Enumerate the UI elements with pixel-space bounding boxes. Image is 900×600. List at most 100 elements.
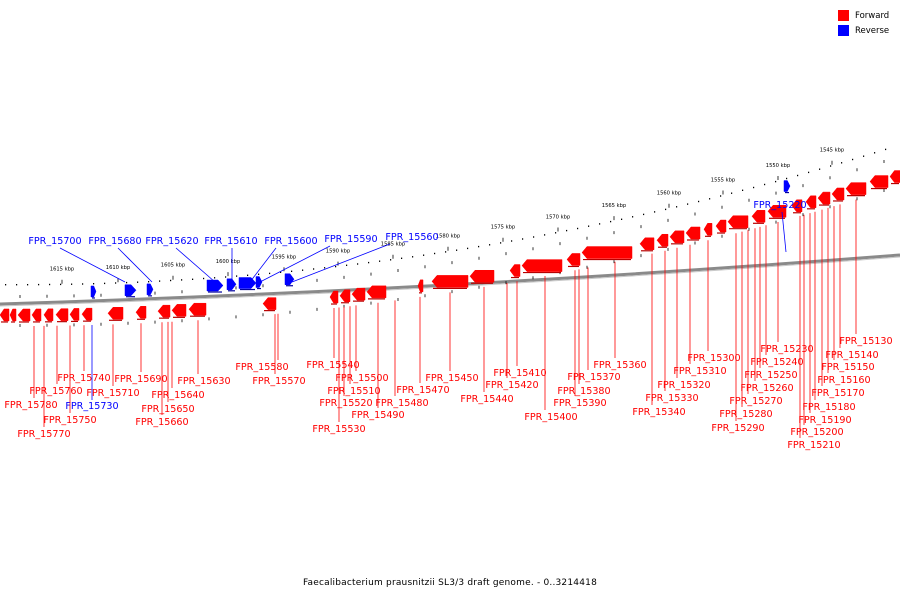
forward-gene [639,237,655,251]
gene-track [0,170,900,323]
scale-dot [786,177,788,180]
scale-tick-label: 1585 kbp [381,242,406,248]
forward-gene [417,279,424,293]
scale-tick-label: 1600 kbp [216,259,241,265]
scale-dot [511,240,513,242]
scale-dot [258,273,260,275]
forward-gene-label: FPR_15510 [327,386,380,397]
scale-dot [390,259,392,261]
forward-gene-label: FPR_15450 [425,373,478,384]
scale-dot [93,283,95,285]
scale-dot [577,227,579,230]
forward-gene-label: FPR_15630 [177,376,230,387]
forward-gene-label: FPR_15400 [524,412,577,423]
scale-tick-label: 1555 kbp [711,178,736,184]
forward-gene [31,308,42,322]
reverse-gene-label: FPR_15600 [264,236,317,247]
reverse-gene-label-leader [117,247,153,283]
forward-gene [431,275,469,288]
reverse-gene-label: FPR_15730 [65,401,118,412]
scale-dot [412,256,414,258]
scale-tick-label: 1575 kbp [491,225,516,231]
forward-gene-label: FPR_15300 [687,353,740,364]
forward-gene-label: FPR_15690 [114,374,167,385]
forward-legend-label: Forward [855,10,890,21]
forward-gene-label: FPR_15380 [557,386,610,397]
scale-dot [346,264,348,266]
scale-dot [533,236,535,238]
reverse-gene-label-leader [291,243,391,283]
scale-dot [753,186,755,189]
forward-gene-label: FPR_15230 [760,344,813,355]
forward-gene-label: FPR_15750 [43,415,96,426]
figure-caption: Faecalibacterium prausnitzii SL3/3 draft… [302,578,597,588]
forward-gene [351,287,366,301]
forward-gene [0,308,10,322]
reverse-gene-label: FPR_15680 [88,236,141,247]
forward-gene [69,308,80,321]
scale-dot [830,165,832,167]
scale-dot [225,276,227,278]
forward-gene [157,304,171,318]
forward-gene [715,219,727,233]
scale-dot [709,198,711,200]
scale-dot [434,252,436,255]
forward-gene [329,290,339,304]
forward-gene [81,307,93,321]
scale-dot [610,220,612,223]
scale-dot [797,174,799,177]
forward-gene-label: FPR_15770 [17,429,70,440]
scale-dot [203,277,205,280]
scale-tick-label: 1545 kbp [820,148,845,154]
forward-gene-label: FPR_15760 [29,386,82,397]
scale-dot [819,168,821,170]
scale-tick-label: 1610 kbp [106,265,131,271]
scale-tick-label: 1565 kbp [602,203,627,209]
forward-gene [566,253,581,266]
forward-gene-label: FPR_15150 [821,362,874,373]
scale-dot [60,283,62,286]
reverse-gene-label: FPR_15590 [324,234,377,245]
forward-gene [262,297,277,310]
scale-dot [357,263,359,265]
reverse-gene [238,277,257,289]
forward-gene-label: FPR_15390 [553,398,606,409]
scale-dot [863,155,865,157]
scale-dot [126,281,128,284]
forward-gene-label: FPR_15530 [312,424,365,435]
scale-tick-label: 1590 kbp [326,249,351,255]
reverse-gene-label-leader [59,247,126,283]
forward-gene-label: FPR_15520 [319,398,372,409]
scale-tick-label: 1550 kbp [766,163,791,169]
forward-gene-label: FPR_15310 [673,366,726,377]
forward-gene-label: FPR_15740 [57,373,110,384]
forward-gene [791,199,803,213]
reverse-gene-label-leader [259,245,331,283]
scale-tick-label: 1560 kbp [657,191,682,197]
scale-dot [643,213,645,216]
forward-gene [869,175,889,188]
forward-gene [685,226,701,240]
forward-gene-label: FPR_15130 [839,336,892,347]
forward-gene [805,195,817,209]
forward-gene-label: FPR_15190 [798,415,851,426]
forward-gene-label: FPR_15240 [750,357,803,368]
forward-gene [366,285,387,299]
forward-gene [669,230,685,244]
forward-gene [656,233,669,247]
reverse-gene-label: FPR_15700 [28,236,81,247]
reverse-gene-label-leader [249,247,277,283]
scale-dot [489,244,491,246]
forward-gene-label: FPR_15570 [252,376,305,387]
scale-tick-label: 1580 kbp [436,234,461,240]
scale-dot [632,216,634,218]
forward-gene-label: FPR_15370 [567,372,620,383]
reverse-gene-label: FPR_15620 [145,236,198,247]
scale-tick-label: 1605 kbp [161,263,186,269]
scale-dot [280,271,282,273]
scale-dot [27,284,29,286]
scale-dot [16,284,18,286]
forward-gene-label: FPR_15650 [141,404,194,415]
forward-gene-label: FPR_15140 [825,350,878,361]
